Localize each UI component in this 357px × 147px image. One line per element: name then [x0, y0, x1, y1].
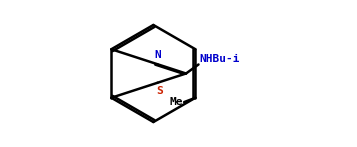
Text: Me: Me [170, 97, 183, 107]
Text: NHBu-i: NHBu-i [199, 54, 240, 64]
Text: S: S [156, 86, 162, 96]
Text: N: N [154, 50, 161, 60]
